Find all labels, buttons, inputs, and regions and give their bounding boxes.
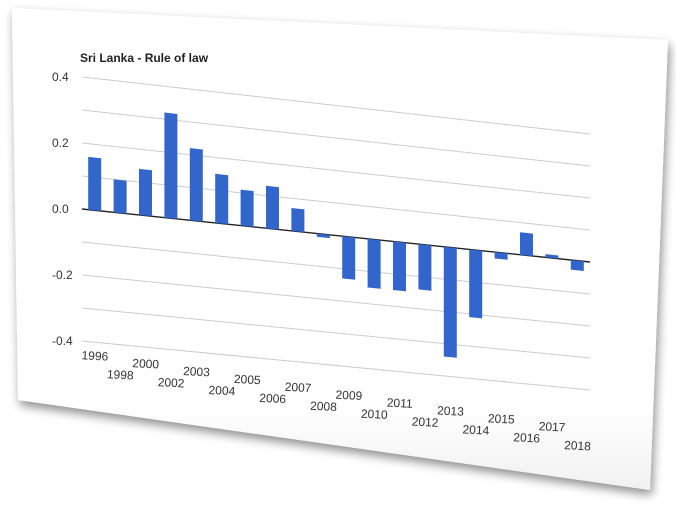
bar	[520, 232, 533, 257]
bar	[113, 179, 127, 214]
bar	[164, 112, 178, 219]
y-tick-label: 0.4	[52, 70, 69, 84]
bar	[443, 246, 457, 358]
bar	[367, 238, 381, 289]
x-tick-label: 2002	[157, 375, 185, 390]
x-tick-label: 2015	[488, 411, 516, 426]
bar	[189, 148, 203, 222]
bar	[139, 168, 152, 217]
gridline	[81, 76, 591, 135]
chart-title: Sri Lanka - Rule of law	[80, 51, 209, 65]
x-tick-label: 2006	[259, 391, 287, 406]
x-tick-label: 1996	[81, 348, 109, 363]
x-tick-label: 2008	[310, 399, 338, 414]
x-tick-label: 2016	[513, 430, 541, 445]
x-tick-label: 2017	[538, 419, 566, 434]
bar	[545, 254, 559, 259]
bar	[215, 173, 229, 225]
x-tick-label: 2012	[411, 414, 439, 429]
x-tick-label: 2013	[437, 403, 465, 418]
x-tick-label: 2005	[234, 372, 262, 387]
y-tick-label: -0.4	[52, 334, 73, 348]
bar	[291, 208, 305, 233]
x-tick-label: 2009	[335, 388, 363, 403]
y-tick-label: -0.2	[52, 268, 73, 282]
bar	[393, 241, 406, 292]
bar	[266, 185, 279, 230]
x-tick-label: 2000	[132, 356, 160, 371]
x-tick-label: 2003	[183, 364, 211, 379]
x-tick-label: 2018	[564, 438, 592, 453]
bar	[494, 252, 508, 260]
y-tick-label: 0.2	[52, 136, 69, 150]
x-tick-label: 1998	[107, 367, 135, 382]
gridline	[81, 274, 591, 327]
gridline	[81, 241, 591, 295]
bar	[88, 156, 102, 211]
x-tick-label: 2004	[208, 383, 236, 398]
gridline	[81, 307, 591, 359]
x-tick-label: 2007	[284, 380, 312, 395]
bar	[316, 233, 330, 239]
x-tick-label: 2014	[462, 422, 490, 437]
bar	[240, 189, 254, 227]
x-tick-label: 2010	[361, 407, 389, 422]
y-tick-label: 0.0	[52, 202, 69, 216]
bar	[342, 236, 356, 280]
x-tick-label: 2011	[386, 396, 413, 411]
gridline	[81, 340, 591, 391]
bar	[418, 244, 432, 291]
bar	[469, 249, 483, 319]
bar	[570, 260, 584, 271]
